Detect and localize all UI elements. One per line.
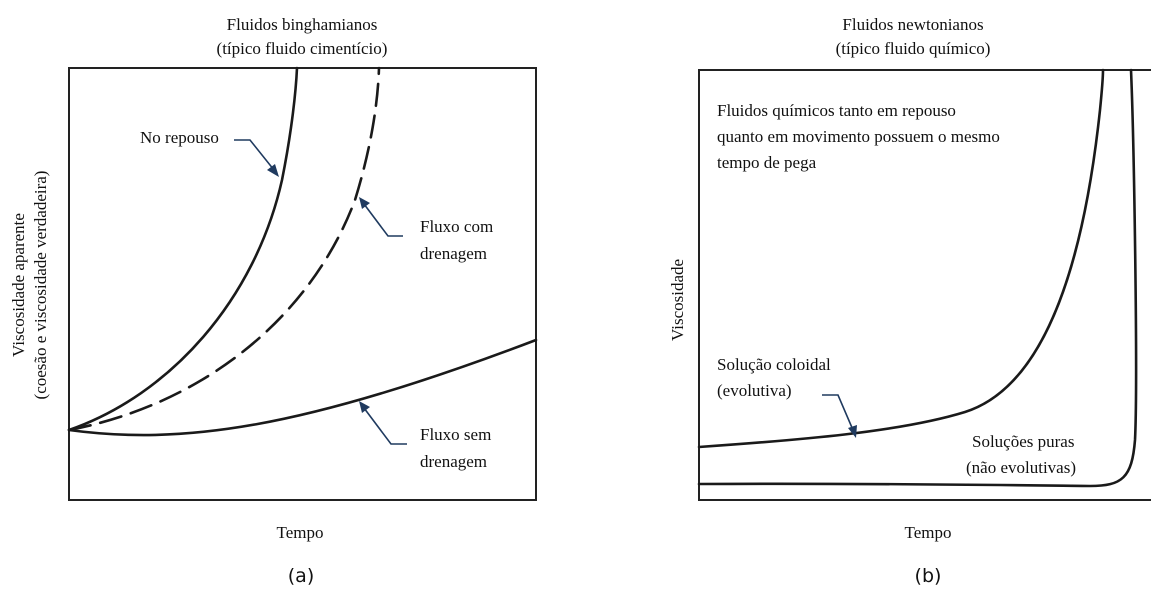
panel-b: Fluidos newtonianos (típico fluido quími… xyxy=(668,15,1151,587)
label-fluxo-sem-line1: Fluxo sem xyxy=(420,425,491,444)
panel-b-title-line1: Fluidos newtonianos xyxy=(842,15,983,34)
label-coloidal-line2: (evolutiva) xyxy=(717,381,792,400)
curve-solucao-coloidal xyxy=(697,68,1105,449)
curve-solucoes-puras xyxy=(697,68,1138,488)
arrow-coloidal xyxy=(822,394,854,431)
panel-b-title-line2: (típico fluido químico) xyxy=(836,39,991,58)
label-puras-line1: Soluções puras xyxy=(972,432,1074,451)
arrowhead-no-repouso xyxy=(267,164,279,177)
label-fluxo-com-line1: Fluxo com xyxy=(420,217,493,236)
note-line1: Fluidos químicos tanto em repouso xyxy=(717,101,956,120)
arrow-fluxo-sem xyxy=(363,407,407,445)
panel-a-ylabel-line1: Viscosidade aparente xyxy=(9,213,28,357)
note-line2: quanto em movimento possuem o mesmo xyxy=(717,127,1000,146)
panel-a: Fluidos binghamianos (típico fluido cime… xyxy=(9,15,538,587)
label-no-repouso: No repouso xyxy=(140,128,219,147)
panel-a-frame xyxy=(68,67,537,501)
arrowhead-fluxo-sem xyxy=(359,401,370,413)
label-fluxo-sem-line2: drenagem xyxy=(420,452,487,471)
arrowhead-coloidal xyxy=(848,425,857,438)
panel-a-caption: (a) xyxy=(288,565,314,587)
arrow-fluxo-com xyxy=(363,203,403,237)
curve-no-repouso xyxy=(67,66,299,432)
label-fluxo-com-line2: drenagem xyxy=(420,244,487,263)
panel-b-frame xyxy=(698,69,1151,501)
panel-b-ylabel: Viscosidade xyxy=(668,259,687,341)
label-puras-line2: (não evolutivas) xyxy=(966,458,1076,477)
curve-fluxo-sem-drenagem xyxy=(67,338,538,437)
panel-b-caption: (b) xyxy=(915,565,942,587)
note-line3: tempo de pega xyxy=(717,153,817,172)
panel-a-xlabel: Tempo xyxy=(277,523,324,542)
label-coloidal-line1: Solução coloidal xyxy=(717,355,831,374)
panel-a-title-line2: (típico fluido cimentício) xyxy=(217,39,388,58)
arrow-no-repouso xyxy=(234,139,275,171)
arrowhead-fluxo-com xyxy=(359,197,370,209)
panel-a-title-line1: Fluidos binghamianos xyxy=(227,15,378,34)
panel-b-xlabel: Tempo xyxy=(905,523,952,542)
panel-a-ylabel-line2: (coesão e viscosidade verdadeira) xyxy=(31,171,50,400)
curve-fluxo-com-drenagem xyxy=(67,66,381,432)
